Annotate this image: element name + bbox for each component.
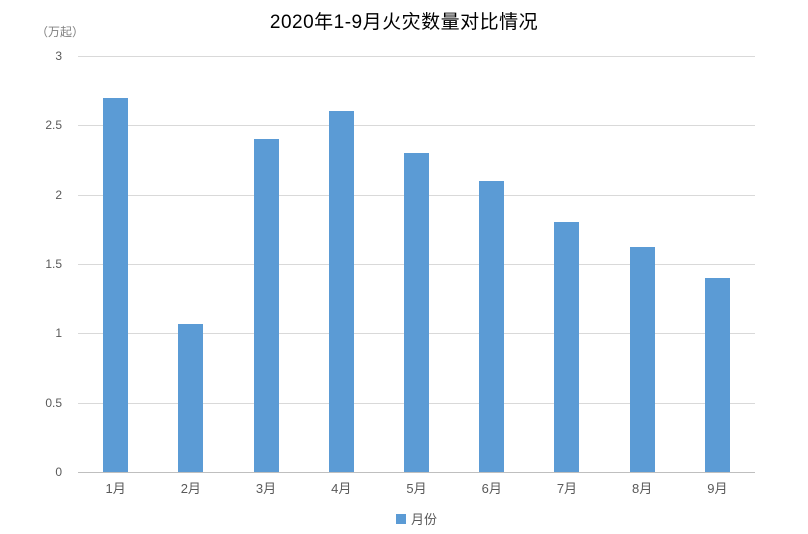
bar-9月	[704, 277, 730, 472]
y-tick-label-1: 1	[55, 326, 62, 341]
y-tick-label-0: 0	[55, 465, 62, 479]
x-tick-label-6月: 6月	[481, 481, 502, 496]
y-tick-label-0.5: 0.5	[45, 395, 62, 410]
x-tick-label-3月: 3月	[255, 481, 277, 496]
bar-7月	[554, 222, 580, 472]
bar-1月	[103, 97, 129, 472]
gridline-y-0	[78, 472, 755, 473]
y-tick-label-2: 2	[55, 187, 62, 202]
y-tick-label-1.5: 1.5	[45, 257, 62, 271]
chart-title: 2020年1-9月火灾数量对比情况	[269, 12, 539, 33]
x-tick-label-8月: 8月	[632, 481, 653, 496]
x-tick-label-7月: 7月	[556, 481, 578, 496]
bar-6月	[479, 180, 505, 472]
x-tick-label-1月: 1月	[105, 481, 126, 496]
legend-label: 月份	[410, 512, 437, 527]
x-tick-label-9月: 9月	[707, 481, 728, 496]
bar-5月	[404, 153, 429, 472]
bar-2月	[178, 323, 204, 472]
y-tick-label-2.5: 2.5	[45, 118, 62, 133]
x-tick-label-4月: 4月	[331, 481, 352, 496]
legend: 月份	[78, 509, 755, 528]
x-tick-label-2月: 2月	[180, 481, 201, 496]
gridline-y-2.5	[78, 125, 755, 127]
bar-4月	[328, 111, 354, 472]
legend-swatch-icon	[395, 513, 406, 524]
bar-3月	[253, 139, 279, 472]
gridline-y-3	[78, 56, 755, 57]
plot-area	[78, 56, 755, 473]
y-axis-unit-label: （万起）	[36, 25, 85, 39]
x-tick-label-5月: 5月	[406, 481, 427, 496]
y-tick-label-3: 3	[55, 49, 62, 63]
bar-8月	[629, 247, 655, 472]
